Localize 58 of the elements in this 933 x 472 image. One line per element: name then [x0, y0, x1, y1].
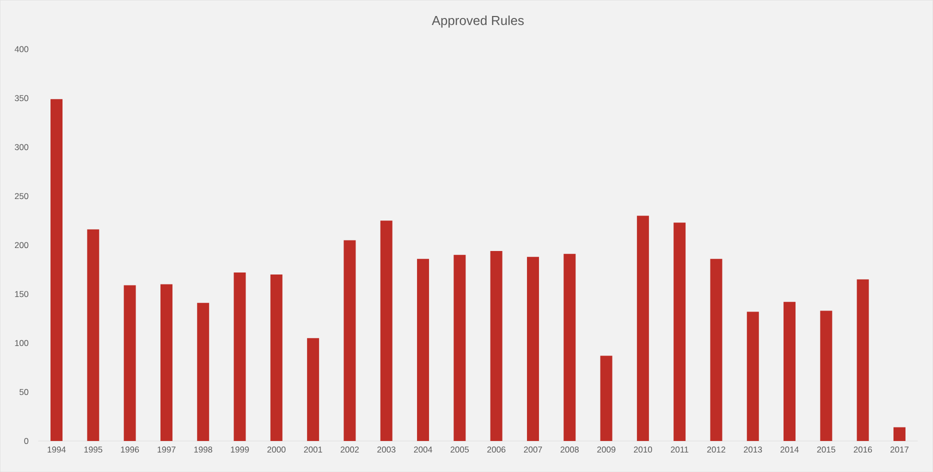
y-tick-label: 300 [14, 144, 28, 150]
bar [454, 254, 466, 441]
bar [564, 254, 576, 441]
bar [746, 312, 759, 441]
x-tick-label: 1994 [48, 446, 66, 452]
x-tick-label: 1996 [121, 446, 139, 452]
y-tick-label: 100 [15, 340, 28, 346]
x-tick-label: 1997 [158, 446, 176, 452]
y-tick-label: 150 [15, 290, 28, 297]
x-tick-label: 2012 [707, 446, 726, 452]
bar [856, 279, 869, 441]
y-tick-label: 350 [14, 95, 28, 102]
bar [307, 338, 320, 441]
bar [270, 274, 282, 441]
x-tick-label: 2002 [340, 446, 359, 452]
y-tick-label: 200 [14, 242, 28, 248]
y-tick-label: 250 [14, 193, 28, 200]
bar [526, 256, 539, 441]
bar [344, 240, 356, 441]
bar [674, 222, 686, 441]
x-tick-label: 1998 [194, 446, 212, 452]
x-tick-label: 2005 [450, 446, 469, 452]
x-tick-label: 1995 [84, 446, 102, 452]
x-tick-label: 2001 [304, 446, 322, 452]
x-tick-label: 2008 [560, 446, 579, 452]
bar [893, 427, 906, 441]
x-tick-label: 2017 [890, 446, 909, 452]
x-tick-label: 2010 [634, 446, 652, 452]
bar [197, 302, 210, 441]
bar [50, 99, 63, 441]
bar [710, 258, 722, 441]
x-tick-label: 2004 [414, 446, 432, 452]
bar [234, 272, 246, 441]
bar [820, 310, 832, 441]
bar [636, 216, 649, 441]
bar [160, 284, 172, 441]
x-tick-label: 2000 [267, 446, 286, 452]
chart-title: Approved Rules [432, 15, 524, 28]
x-tick-label: 2013 [744, 446, 762, 452]
bar [417, 258, 430, 441]
x-tick-label: 2014 [780, 446, 799, 452]
y-tick-label: 400 [14, 46, 28, 52]
bar [87, 229, 100, 441]
bar [380, 220, 392, 441]
x-tick-label: 2007 [524, 446, 542, 452]
x-tick-label: 1999 [230, 446, 249, 452]
x-tick-label: 2016 [854, 446, 872, 452]
y-tick-label: 0 [24, 438, 28, 444]
x-tick-label: 2011 [670, 446, 688, 452]
x-tick-label: 2015 [817, 446, 836, 452]
bar [124, 285, 136, 441]
y-tick-label: 50 [20, 388, 28, 395]
x-tick-label: 2006 [487, 446, 506, 452]
bar [600, 356, 612, 441]
x-tick-label: 2009 [597, 446, 616, 452]
bar [784, 302, 796, 441]
x-tick-label: 2003 [377, 446, 396, 452]
bar [490, 250, 502, 441]
